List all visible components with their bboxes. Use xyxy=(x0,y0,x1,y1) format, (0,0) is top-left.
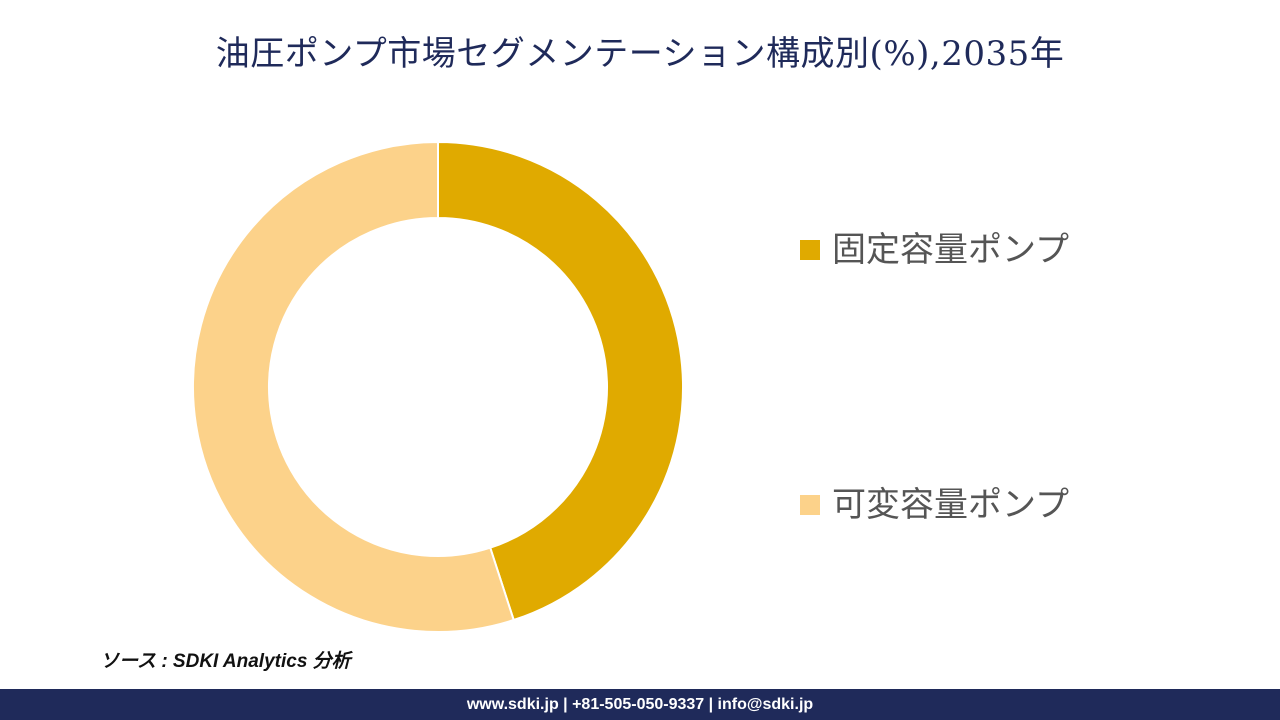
source-note: ソース : SDKI Analytics 分析 xyxy=(100,651,351,672)
legend-swatch-fixed xyxy=(800,240,820,260)
chart-legend: 固定容量ポンプ 可変容量ポンプ xyxy=(800,0,1220,720)
donut-slice-variable xyxy=(192,140,515,633)
legend-label-variable: 可変容量ポンプ xyxy=(832,485,1069,525)
legend-item-fixed: 固定容量ポンプ xyxy=(800,230,1069,270)
legend-label-fixed: 固定容量ポンプ xyxy=(832,230,1069,270)
chart-title: 油圧ポンプ市場セグメンテーション構成別(%),2035年 xyxy=(215,34,1065,74)
donut-slice-fixed xyxy=(437,140,684,622)
legend-item-variable: 可変容量ポンプ xyxy=(800,485,1069,525)
footer-bar: www.sdki.jp | +81-505-050-9337 | info@sd… xyxy=(0,689,1280,720)
footer-contact: www.sdki.jp | +81-505-050-9337 | info@sd… xyxy=(466,695,814,713)
legend-swatch-variable xyxy=(800,495,820,515)
